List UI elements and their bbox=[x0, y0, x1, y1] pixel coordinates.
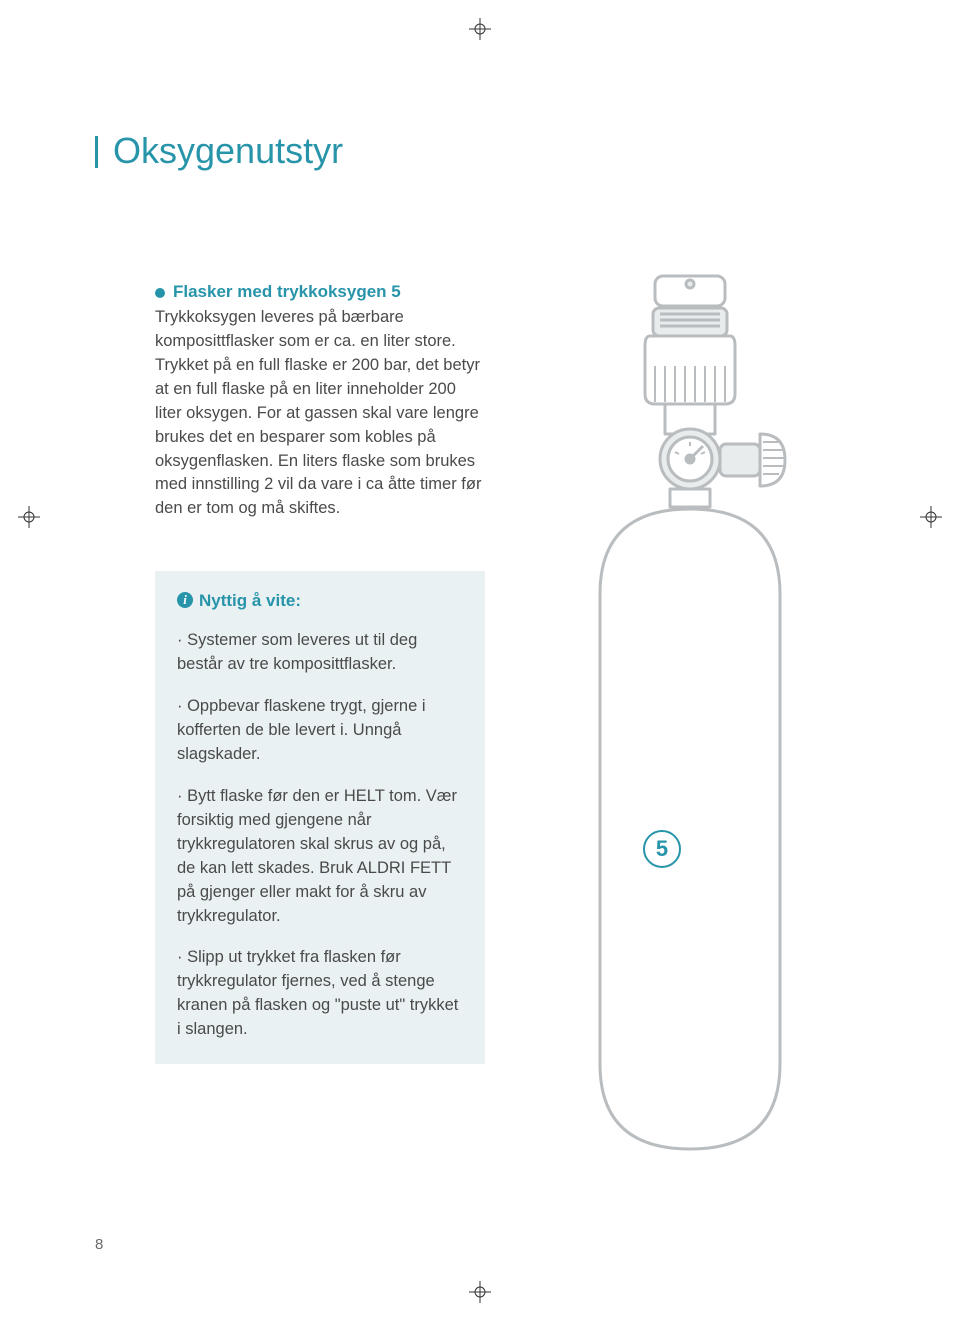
text-column: Flasker med trykkoksygen 5 Trykkoksygen … bbox=[155, 282, 485, 1064]
section-title: Flasker med trykkoksygen 5 bbox=[155, 282, 485, 302]
oxygen-cylinder-icon bbox=[565, 274, 865, 1154]
info-item: · Systemer som leveres ut til deg består… bbox=[177, 629, 463, 677]
info-item: · Slipp ut trykket fra flasken før trykk… bbox=[177, 946, 463, 1042]
diagram-callout-5: 5 bbox=[643, 830, 681, 868]
section-body: Trykkoksygen leveres på bærbare komposit… bbox=[155, 306, 485, 521]
content-row: Flasker med trykkoksygen 5 Trykkoksygen … bbox=[155, 282, 875, 1064]
info-item: · Oppbevar flaskene trygt, gjerne i koff… bbox=[177, 695, 463, 767]
page-number: 8 bbox=[95, 1236, 103, 1253]
page-title: Oksygenutstyr bbox=[95, 130, 875, 172]
info-box: Nyttig å vite: · Systemer som leveres ut… bbox=[155, 571, 485, 1064]
page: Oksygenutstyr Flasker med trykkoksygen 5… bbox=[0, 0, 960, 1321]
diagram-column: 5 bbox=[525, 282, 875, 1064]
info-item: · Bytt flaske før den er HELT tom. Vær f… bbox=[177, 785, 463, 929]
info-box-title: Nyttig å vite: bbox=[177, 591, 463, 611]
